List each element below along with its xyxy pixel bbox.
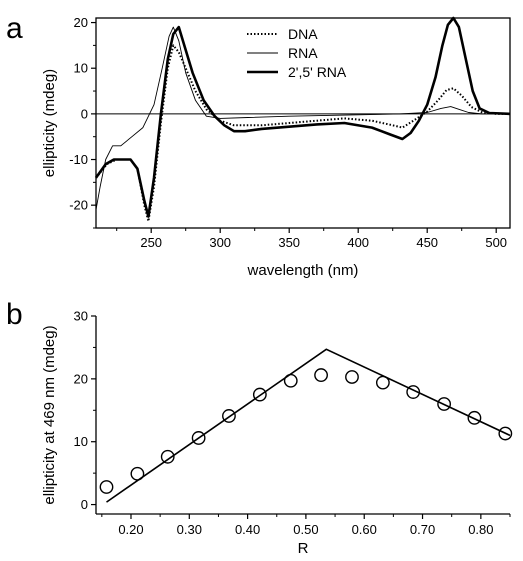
panel-a-y-tick-label: -20 <box>69 198 88 213</box>
panel-b-y-tick-label: 0 <box>81 497 88 512</box>
panel-a-x-tick-label: 350 <box>278 235 300 250</box>
panel-b-data-point <box>467 410 482 425</box>
panel-b-x-tick-label: 0.50 <box>293 522 318 537</box>
panel-b-data-point <box>252 387 267 402</box>
panel-a-x-axis-label: wavelength (nm) <box>247 262 359 279</box>
panel-a-letter: a <box>6 12 23 45</box>
panel-b-data-point <box>191 431 206 445</box>
panel-a-x-tick-label: 400 <box>347 235 369 250</box>
panel-b-x-tick-label: 0.40 <box>235 522 260 537</box>
panel-b-x-tick-label: 0.70 <box>410 522 435 537</box>
panel-b-x-tick-label: 0.80 <box>468 522 493 537</box>
panel-b-y-tick-label: 30 <box>74 309 88 324</box>
panel-b-y-axis-label: ellipticity at 469 nm (mdeg) <box>41 325 58 504</box>
panel-a-y-tick-label: 20 <box>74 15 88 30</box>
legend-label-3: 2',5' RNA <box>288 64 347 80</box>
panel-b-chart: 0.20 0.30 0.40 0.50 0.60 0.70 0.80 0 10 20 30 R el… <box>41 309 513 557</box>
panel-b-x-axis-label: R <box>298 540 309 557</box>
panel-a-chart: 250 300 350 400 450 500 -20 -10 0 10 20 DNA RNA 2',5… <box>41 15 511 279</box>
panel-a-x-tick-label: 300 <box>209 235 231 250</box>
panel-b-letter: b <box>6 298 23 331</box>
panel-a-legend: DNA RNA 2',5' RNA <box>247 26 347 80</box>
panel-a-series-line-3 <box>94 16 511 218</box>
panel-b-data-point <box>283 373 298 388</box>
panel-b-data-point <box>130 466 145 481</box>
legend-label-1: DNA <box>288 26 318 42</box>
panel-b-x-tick-label: 0.60 <box>352 522 377 537</box>
panel-a-y-axis-label: ellipticity (mdeg) <box>41 69 58 177</box>
panel-a-y-tick-label: 10 <box>74 61 88 76</box>
panel-b-x-tick-label: 0.20 <box>118 522 143 537</box>
panel-b-y-tick-label: 10 <box>74 434 88 449</box>
panel-b-data-point <box>406 385 421 399</box>
panel-b-data-point <box>222 409 236 423</box>
panel-a-frame <box>95 17 511 229</box>
panel-b-data-point <box>160 449 175 464</box>
panel-b-fit-line <box>106 348 511 503</box>
panel-a-x-tick-label: 500 <box>485 235 507 250</box>
panel-b-y-tick-label: 20 <box>74 371 88 386</box>
panel-a-series-line-2 <box>95 26 510 210</box>
panel-b-data-point <box>437 397 452 411</box>
panel-b-data-point <box>99 480 114 494</box>
panel-a-y-tick-label: 0 <box>81 106 88 121</box>
panel-a-x-tick-label: 450 <box>416 235 438 250</box>
panel-b-x-tick-label: 0.30 <box>177 522 202 537</box>
legend-label-2: RNA <box>288 45 318 61</box>
panel-b-data-point <box>345 370 359 384</box>
panel-a-x-tick-label: 250 <box>140 235 162 250</box>
panel-b-data-point <box>498 426 513 441</box>
panel-b-data-point <box>375 375 390 390</box>
panel-a-y-tick-label: -10 <box>69 152 88 167</box>
panel-b-data-point <box>314 368 328 382</box>
